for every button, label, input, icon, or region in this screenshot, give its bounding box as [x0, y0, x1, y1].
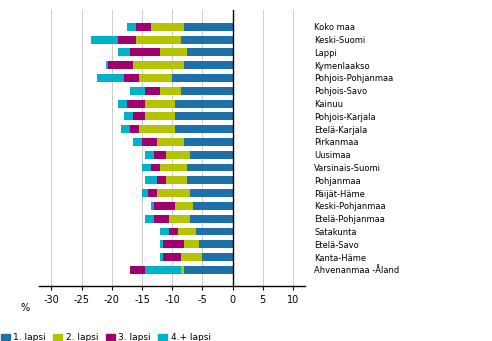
- Bar: [169, 227, 178, 236]
- Bar: [142, 164, 151, 172]
- Bar: [145, 215, 154, 223]
- Bar: [97, 74, 124, 82]
- Bar: [196, 227, 233, 236]
- Bar: [151, 164, 160, 172]
- Bar: [133, 61, 184, 69]
- Bar: [175, 100, 233, 107]
- Bar: [184, 240, 199, 248]
- Bar: [160, 227, 169, 236]
- Bar: [184, 138, 233, 146]
- Bar: [106, 61, 108, 69]
- Bar: [130, 266, 184, 274]
- Bar: [139, 125, 175, 133]
- Bar: [139, 74, 172, 82]
- Bar: [175, 113, 233, 120]
- Bar: [160, 164, 187, 172]
- Bar: [127, 100, 145, 107]
- Bar: [142, 138, 157, 146]
- Bar: [151, 202, 154, 210]
- Bar: [160, 48, 187, 56]
- Bar: [163, 240, 184, 248]
- Bar: [136, 35, 181, 44]
- Bar: [184, 23, 233, 31]
- Bar: [184, 266, 233, 274]
- Bar: [175, 202, 193, 210]
- Bar: [175, 125, 233, 133]
- Bar: [199, 240, 233, 248]
- Bar: [142, 189, 148, 197]
- Legend: 1. lapsi, 2. lapsi, 3. lapsi, 4.+ lapsi: 1. lapsi, 2. lapsi, 3. lapsi, 4.+ lapsi: [0, 330, 215, 341]
- Bar: [130, 87, 145, 95]
- Bar: [157, 189, 190, 197]
- Bar: [91, 35, 118, 44]
- Bar: [169, 215, 190, 223]
- Bar: [127, 23, 136, 31]
- Bar: [154, 202, 175, 210]
- Bar: [145, 100, 175, 107]
- Bar: [148, 189, 157, 197]
- Bar: [145, 87, 160, 95]
- Bar: [145, 266, 181, 274]
- Bar: [163, 253, 181, 261]
- Bar: [136, 23, 151, 31]
- Bar: [157, 176, 166, 184]
- Bar: [166, 151, 190, 159]
- Bar: [130, 48, 160, 56]
- Bar: [181, 87, 233, 95]
- Bar: [121, 125, 130, 133]
- Bar: [187, 48, 233, 56]
- Text: %: %: [21, 303, 30, 313]
- Bar: [181, 35, 233, 44]
- Bar: [118, 48, 130, 56]
- Bar: [157, 138, 184, 146]
- Bar: [130, 266, 145, 274]
- Bar: [190, 215, 233, 223]
- Bar: [193, 202, 233, 210]
- Bar: [190, 151, 233, 159]
- Bar: [160, 240, 163, 248]
- Bar: [190, 189, 233, 197]
- Bar: [133, 138, 142, 146]
- Bar: [154, 151, 166, 159]
- Bar: [145, 176, 157, 184]
- Bar: [118, 100, 127, 107]
- Bar: [106, 61, 133, 69]
- Bar: [187, 164, 233, 172]
- Bar: [202, 253, 233, 261]
- Bar: [124, 113, 133, 120]
- Bar: [118, 35, 136, 44]
- Bar: [145, 151, 154, 159]
- Bar: [145, 113, 175, 120]
- Bar: [160, 87, 181, 95]
- Bar: [181, 253, 202, 261]
- Bar: [130, 125, 139, 133]
- Bar: [187, 176, 233, 184]
- Bar: [178, 227, 196, 236]
- Bar: [151, 23, 184, 31]
- Bar: [124, 74, 139, 82]
- Bar: [154, 215, 169, 223]
- Bar: [133, 113, 145, 120]
- Bar: [184, 61, 233, 69]
- Bar: [160, 253, 163, 261]
- Bar: [166, 176, 187, 184]
- Bar: [172, 74, 233, 82]
